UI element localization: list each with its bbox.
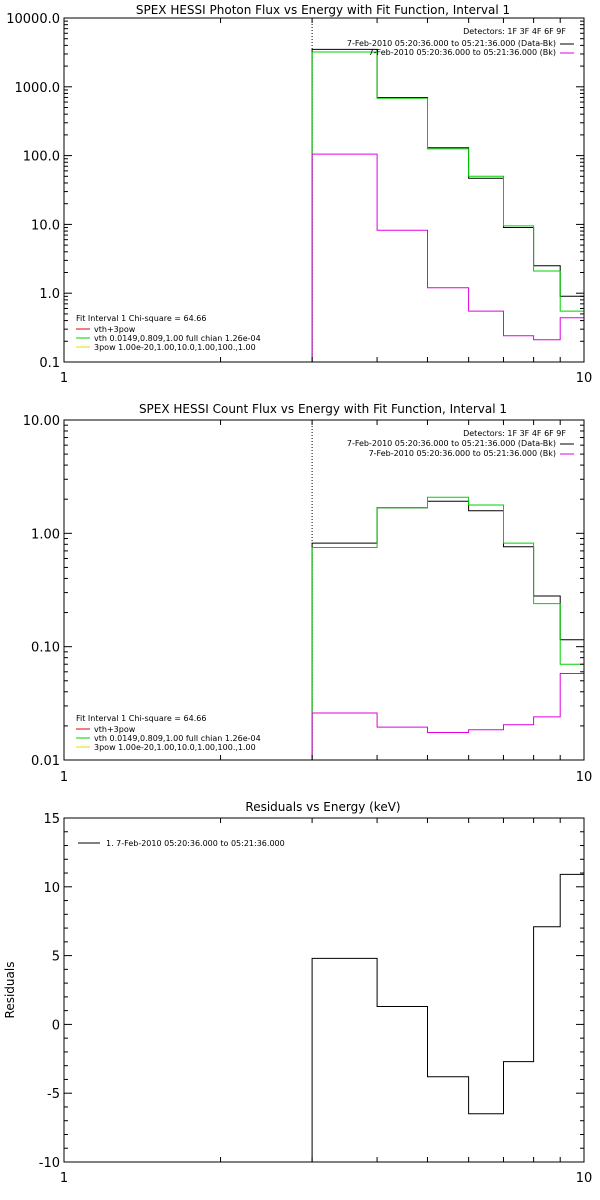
x-ticks (220, 420, 561, 760)
y-tick-label: 0.1 (39, 356, 60, 371)
legend-entry: vth+3pow (94, 725, 136, 734)
x-tick-label: 1 (60, 371, 68, 386)
legend-entry: vth 0.0149,0.809,1.00 full chian 1.26e-0… (94, 734, 261, 743)
legend-entry: 7-Feb-2010 05:20:36.000 to 05:21:36.000 … (369, 449, 556, 458)
y-tick-label: 0 (52, 1018, 60, 1033)
y-ticks: -10 -5 0 5 10 15 (39, 812, 584, 1171)
series-line (311, 153, 585, 362)
plot-frame (63, 817, 585, 1163)
y-tick-label: 0.01 (31, 754, 60, 769)
legend-header: Fit Interval 1 Chi-square = 64.66 (76, 314, 206, 323)
legend-entry: 7-Feb-2010 05:20:36.000 to 05:21:36.000 … (369, 48, 556, 57)
series-line (311, 496, 585, 760)
photon-flux-panel: SPEX HESSI Photon Flux vs Energy with Fi… (6, 3, 592, 386)
x-ticks (220, 818, 561, 1162)
legend-entry: vth+3pow (94, 325, 136, 334)
y-tick-label: 10.00 (23, 414, 60, 429)
legend-entry: 3pow 1.00e-20,1.00,10.0,1.00,100.,1.00 (94, 343, 256, 352)
marks (311, 18, 585, 362)
y-tick-label: 10 (43, 881, 60, 896)
count-flux-panel: SPEX HESSI Count Flux vs Energy with Fit… (23, 402, 592, 785)
y-tick-label: -10 (39, 1156, 60, 1171)
legend-entry: 3pow 1.00e-20,1.00,10.0,1.00,100.,1.00 (94, 743, 256, 752)
x-ticks (220, 18, 561, 362)
y-tick-label: 15 (43, 812, 60, 827)
chart-title: SPEX HESSI Photon Flux vs Energy with Fi… (136, 3, 510, 17)
legend-entry: vth 0.0149,0.809,1.00 full chian 1.26e-0… (94, 334, 261, 343)
y-axis-label: Residuals (3, 962, 17, 1019)
y-tick-label: 1000.0 (15, 81, 61, 96)
chart-title: SPEX HESSI Count Flux vs Energy with Fit… (139, 402, 507, 416)
y-tick-label: 10.0 (31, 218, 60, 233)
legend-entry: 1. 7-Feb-2010 05:20:36.000 to 05:21:36.0… (106, 839, 285, 848)
chart-title: Residuals vs Energy (keV) (245, 800, 400, 814)
legend-entry: 7-Feb-2010 05:20:36.000 to 05:21:36.000 … (347, 439, 556, 448)
series-line (311, 48, 585, 362)
y-ticks: 0.01 0.10 1.00 10.00 (23, 414, 584, 769)
x-tick-label: 1 (60, 1171, 68, 1186)
y-tick-label: 1.0 (39, 287, 60, 302)
legend-entry: 7-Feb-2010 05:20:36.000 to 05:21:36.000 … (347, 39, 556, 48)
x-tick-label: 10 (576, 770, 593, 785)
y-ticks: 0.1 1.0 10.0 100.0 1000.0 10000.0 (6, 12, 584, 371)
legend-detectors: Detectors: 1F 3F 4F 6F 9F (463, 27, 566, 36)
series-line (311, 673, 585, 760)
legend-header: Fit Interval 1 Chi-square = 64.66 (76, 714, 206, 723)
x-tick-label: 10 (576, 371, 593, 386)
plot-frame (63, 17, 585, 363)
legend-detectors: Detectors: 1F 3F 4F 6F 9F (463, 429, 566, 438)
y-tick-label: 1.00 (31, 527, 60, 542)
y-tick-label: 100.0 (23, 150, 60, 165)
y-tick-label: 0.10 (31, 641, 60, 656)
marks (311, 873, 585, 1162)
marks (311, 420, 585, 760)
y-tick-label: 5 (52, 950, 60, 965)
plot-frame (63, 419, 585, 761)
x-tick-label: 10 (576, 1171, 593, 1186)
series-line (311, 51, 585, 362)
series-line (311, 873, 585, 1162)
y-tick-label: 10000.0 (6, 12, 60, 27)
x-tick-label: 1 (60, 770, 68, 785)
y-tick-label: -5 (47, 1087, 60, 1102)
series-line (311, 500, 585, 760)
